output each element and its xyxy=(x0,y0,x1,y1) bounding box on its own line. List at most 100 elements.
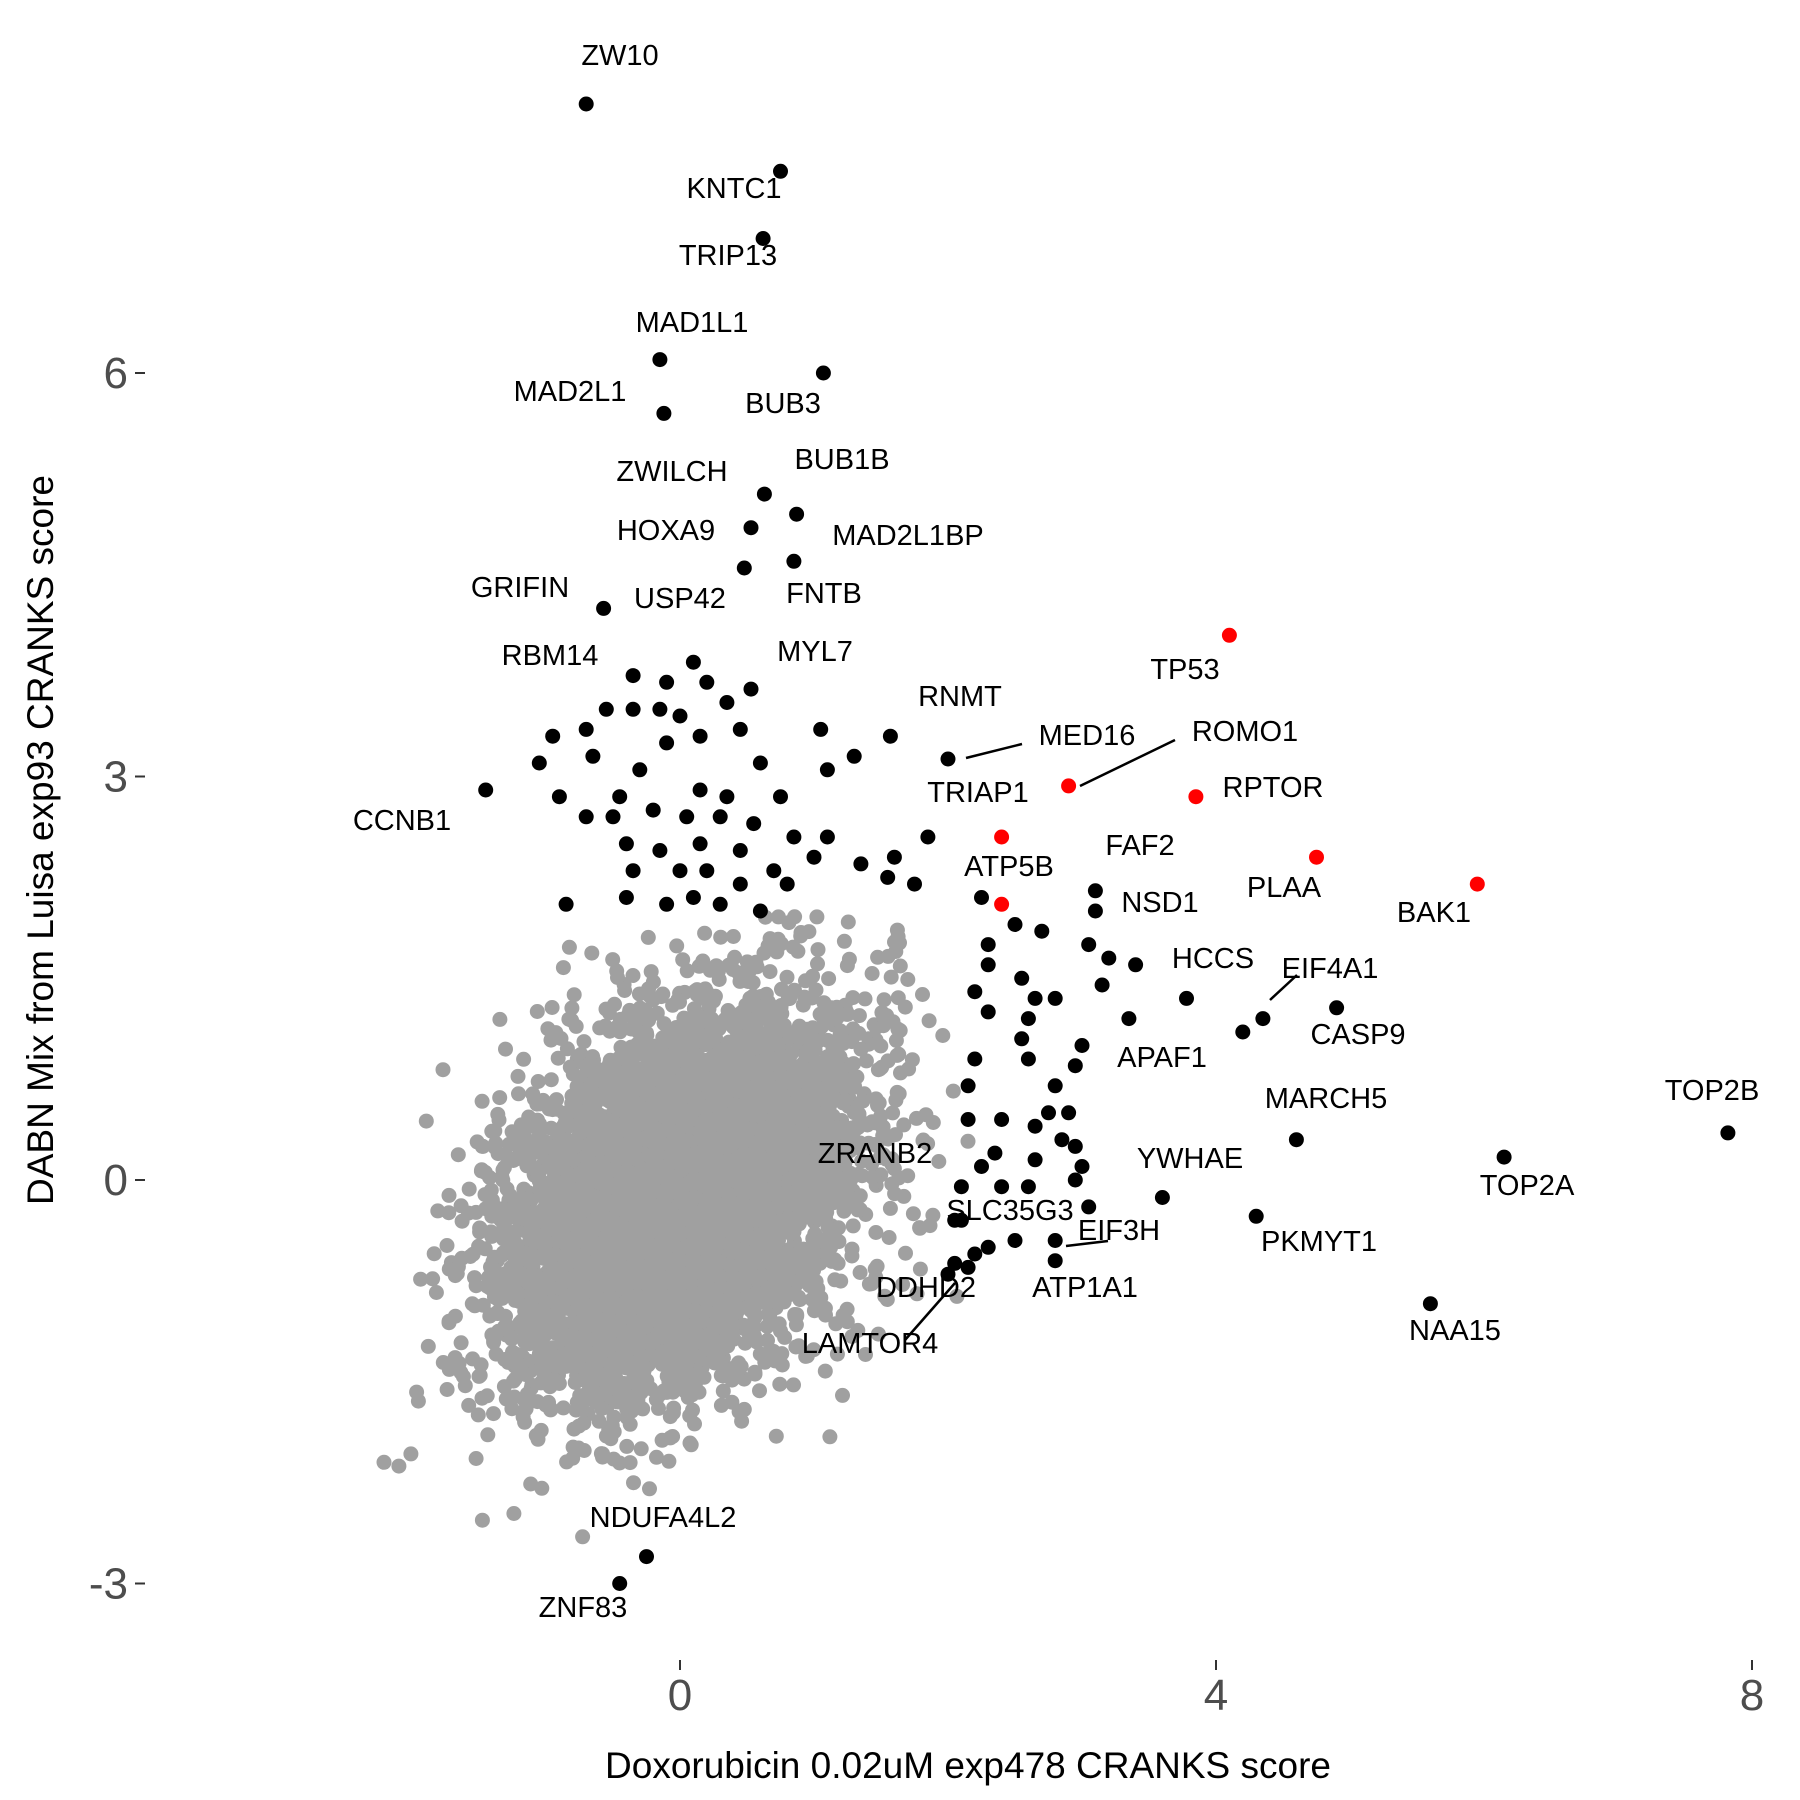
background-point xyxy=(945,1083,961,1099)
background-point xyxy=(912,1220,928,1236)
background-point xyxy=(852,1265,868,1280)
background-point xyxy=(543,1072,559,1088)
background-point xyxy=(758,986,774,1002)
background-point xyxy=(649,1449,664,1465)
background-point xyxy=(490,1106,506,1122)
background-point xyxy=(441,1205,457,1221)
background-point xyxy=(555,960,571,976)
background-point xyxy=(697,925,713,941)
background-point xyxy=(854,1153,870,1169)
background-point xyxy=(715,1383,731,1399)
background-point xyxy=(832,1023,848,1039)
background-point xyxy=(826,1195,842,1211)
background-point xyxy=(661,1453,677,1469)
background-point xyxy=(480,1427,496,1443)
background-point xyxy=(882,1200,898,1216)
background-point xyxy=(441,1187,457,1203)
background-point xyxy=(511,1086,526,1102)
background-point xyxy=(461,1205,476,1221)
background-point xyxy=(435,1062,451,1078)
background-point xyxy=(841,951,857,967)
background-point xyxy=(795,1241,811,1257)
background-point xyxy=(518,1367,534,1383)
background-point xyxy=(529,1004,545,1019)
background-point xyxy=(925,1207,941,1223)
background-point xyxy=(725,929,741,944)
background-point xyxy=(719,1041,735,1057)
background-point xyxy=(484,1123,500,1139)
background-point xyxy=(550,1050,566,1066)
background-point xyxy=(868,1225,884,1240)
background-point xyxy=(468,1451,484,1466)
background-point xyxy=(484,1228,500,1244)
background-point xyxy=(622,1455,638,1471)
background-point xyxy=(413,1271,429,1287)
background-point xyxy=(724,1394,740,1410)
background-point xyxy=(810,956,825,972)
background-point xyxy=(895,1277,911,1292)
background-point xyxy=(881,1230,897,1245)
background-point xyxy=(821,971,837,987)
background-point xyxy=(425,1271,441,1287)
background-point xyxy=(453,1335,469,1351)
background-point xyxy=(858,1053,874,1069)
background-point xyxy=(892,958,908,974)
background-point xyxy=(544,1000,560,1015)
background-point xyxy=(391,1458,407,1474)
background-point xyxy=(439,1382,455,1397)
background-point xyxy=(851,1008,867,1024)
background-point xyxy=(376,1454,392,1470)
background-point xyxy=(844,1248,860,1264)
background-point xyxy=(731,1357,747,1373)
background-point xyxy=(840,914,856,930)
background-point xyxy=(682,1435,698,1451)
background-point xyxy=(836,933,852,949)
background-point xyxy=(457,1378,473,1394)
background-point xyxy=(890,990,906,1006)
background-point xyxy=(845,1218,861,1234)
background-point xyxy=(802,1194,818,1209)
background-point xyxy=(900,972,916,987)
background-point xyxy=(606,1409,622,1425)
background-point xyxy=(420,1338,436,1354)
background-point xyxy=(878,1151,894,1167)
background-point xyxy=(829,1346,845,1362)
background-point xyxy=(559,1454,575,1470)
background-point xyxy=(850,1166,866,1182)
background-point xyxy=(605,952,621,968)
background-point xyxy=(575,1529,591,1545)
background-point xyxy=(619,1438,635,1454)
background-point xyxy=(461,1397,477,1413)
background-point xyxy=(410,1393,426,1409)
background-point xyxy=(622,1416,638,1432)
background-point xyxy=(896,1188,912,1204)
background-point xyxy=(510,1286,526,1302)
background-point xyxy=(523,1476,539,1492)
background-point xyxy=(876,992,892,1008)
background-point xyxy=(817,1363,833,1379)
background-point xyxy=(653,989,669,1005)
background-point xyxy=(532,1116,548,1132)
background-point xyxy=(792,1292,808,1308)
background-point xyxy=(428,1285,444,1300)
background-point xyxy=(840,1006,856,1022)
background-point xyxy=(762,964,778,980)
background-point xyxy=(555,1400,571,1416)
background-point xyxy=(651,1349,667,1365)
background-point xyxy=(883,969,899,985)
background-point xyxy=(810,942,826,958)
background-point xyxy=(885,1105,901,1121)
background-point xyxy=(790,943,806,959)
background-point xyxy=(498,1041,513,1057)
background-point xyxy=(845,990,861,1006)
background-point xyxy=(960,1133,976,1149)
background-point xyxy=(875,1018,891,1034)
background-point xyxy=(517,1414,533,1430)
background-point xyxy=(464,1296,480,1312)
background-point xyxy=(593,1446,609,1462)
background-point xyxy=(864,966,880,981)
background-point xyxy=(752,1383,767,1399)
background-point xyxy=(500,1319,516,1334)
background-point xyxy=(857,991,873,1007)
